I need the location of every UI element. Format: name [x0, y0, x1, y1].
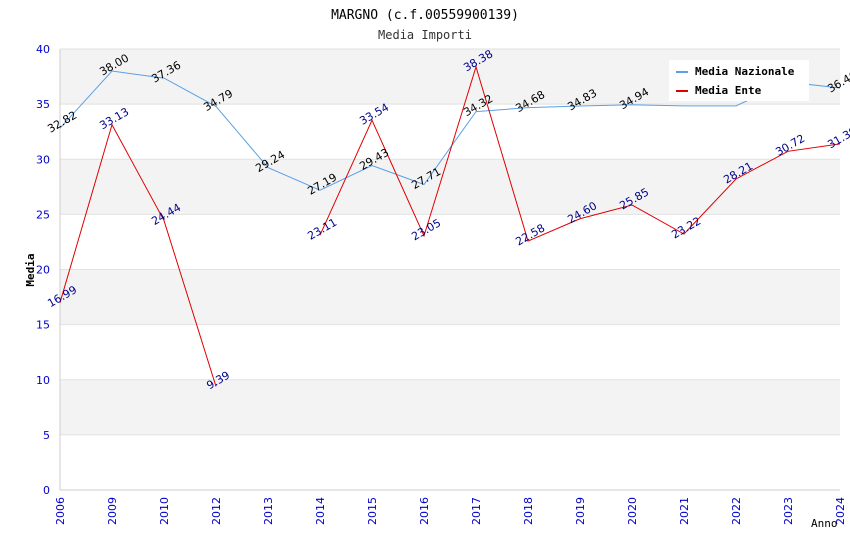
x-tick-label: 2023: [782, 497, 795, 525]
x-axis-label: Anno: [811, 517, 838, 530]
legend-label-media-nazionale: Media Nazionale: [695, 65, 795, 78]
x-tick-label: 2009: [106, 497, 119, 525]
y-axis-label: Media: [24, 253, 37, 286]
y-tick-label: 20: [36, 264, 50, 277]
grid-band: [60, 379, 840, 435]
x-tick-label: 2016: [418, 497, 431, 525]
series-line-media-ente: [319, 65, 841, 242]
x-tick-label: 2020: [626, 497, 639, 525]
x-tick-label: 2024: [834, 497, 847, 525]
y-tick-label: 30: [36, 153, 50, 166]
x-tick-label: 2006: [54, 497, 67, 525]
x-tick-label: 2012: [210, 497, 223, 525]
data-label-media-nazionale: 32.82: [45, 109, 79, 136]
background-bands: [60, 49, 840, 435]
grid-band: [60, 159, 840, 215]
x-tick-label: 2022: [730, 497, 743, 525]
x-tick-label: 2017: [470, 497, 483, 525]
data-label-media-ente: 31.39: [825, 124, 850, 151]
y-tick-label: 15: [36, 319, 50, 332]
x-tick-label: 2019: [574, 497, 587, 525]
gridlines: [60, 48, 840, 491]
data-label-media-ente: 23.05: [409, 216, 443, 243]
y-tick-label: 5: [43, 429, 50, 442]
chart-subtitle: Media Importi: [378, 28, 472, 42]
y-tick-label: 35: [36, 98, 50, 111]
series-line-media-ente: [59, 123, 217, 387]
data-label-media-ente: 23.22: [669, 214, 703, 241]
x-tick-label: 2010: [158, 497, 171, 525]
legend: Media Nazionale Media Ente: [669, 60, 809, 101]
y-tick-label: 40: [36, 43, 50, 56]
x-tick-label: 2018: [522, 497, 535, 525]
data-label-media-ente: 23.11: [305, 216, 339, 243]
data-label-media-ente: 30.72: [773, 132, 807, 159]
x-tick-labels: 2006 2009 2010 2012 2013 2014 2015 2016 2017 2018…: [54, 497, 847, 525]
legend-box: [669, 60, 809, 101]
y-tick-label: 25: [36, 208, 50, 221]
x-tick-label: 2013: [262, 497, 275, 525]
y-tick-label: 0: [43, 484, 50, 497]
y-tick-labels: 0 5 10 15 20 25 30 35 40: [36, 43, 50, 497]
series-line-media-nazionale: [59, 70, 841, 191]
x-tick-label: 2014: [314, 497, 327, 525]
series-lines: [59, 65, 841, 387]
grid-band: [60, 269, 840, 325]
legend-label-media-ente: Media Ente: [695, 84, 762, 97]
x-tick-label: 2021: [678, 497, 691, 525]
chart-title: MARGNO (c.f.00559900139): [331, 8, 519, 23]
x-tick-label: 2015: [366, 497, 379, 525]
y-tick-label: 10: [36, 374, 50, 387]
data-label-media-ente: 33.54: [357, 101, 391, 128]
data-label-media-ente: 22.58: [513, 222, 547, 249]
